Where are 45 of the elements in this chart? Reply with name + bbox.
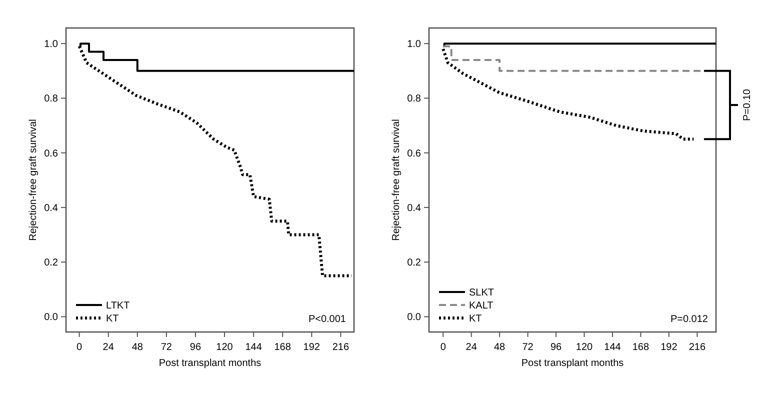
x-tick-label: 24 <box>102 342 114 353</box>
x-tick-label: 144 <box>245 342 262 353</box>
annotation: P=0.012 <box>670 314 708 325</box>
x-tick-label: 144 <box>604 342 622 353</box>
y-tick-label: 0.4 <box>407 202 422 214</box>
y-tick-label: 0.4 <box>44 202 58 214</box>
text: P=0.10 <box>742 88 753 122</box>
legend-label: KT <box>469 314 482 324</box>
x-tick-label: 48 <box>132 342 144 353</box>
y-tick-label: 0.2 <box>44 258 58 269</box>
x-tick-label: 216 <box>332 342 350 353</box>
x-tick-label: 120 <box>216 342 234 353</box>
legend-label: LTKT <box>106 300 130 312</box>
y-tick-label: 0.0 <box>44 312 58 324</box>
legend-label: KALT <box>469 300 494 312</box>
x-tick-label: 72 <box>522 342 534 353</box>
x-axis-title: Post transplant months <box>158 358 262 369</box>
y-axis-title: Rejection-free graft survival <box>391 119 402 241</box>
y-tick-label: 1.0 <box>44 39 58 50</box>
x-tick-label: 168 <box>274 342 292 353</box>
y-tick-label: 0.0 <box>407 312 422 324</box>
x-tick-label: 24 <box>466 342 478 353</box>
x-tick-label: 96 <box>190 342 202 353</box>
y-axis-title: Rejection-free graft survival <box>28 119 39 241</box>
line-series <box>442 48 696 141</box>
legend-label: SLKT <box>469 288 494 298</box>
x-tick-label: 48 <box>494 342 506 353</box>
x-tick-label: 120 <box>576 342 594 353</box>
annotation: P<0.001 <box>308 314 346 325</box>
legend-label: KT <box>106 314 119 324</box>
x-tick-label: 192 <box>660 342 678 353</box>
y-tick-label: 0.8 <box>44 94 58 105</box>
y-tick-label: 0.8 <box>407 94 422 105</box>
x-tick-label: 72 <box>160 342 172 353</box>
x-tick-label: 216 <box>688 342 706 353</box>
x-tick-label: 96 <box>550 342 562 353</box>
y-tick-label: 0.6 <box>44 148 58 160</box>
x-tick-label: 168 <box>632 342 650 353</box>
y-tick-label: 0.2 <box>407 258 422 269</box>
y-tick-label: 0.6 <box>407 148 422 160</box>
x-tick-label: 192 <box>303 342 320 353</box>
y-tick-label: 1.0 <box>407 39 422 50</box>
x-axis-title: Post transplant months <box>521 358 624 369</box>
x-tick-label: 0 <box>76 342 83 353</box>
x-tick-label: 0 <box>440 342 446 353</box>
